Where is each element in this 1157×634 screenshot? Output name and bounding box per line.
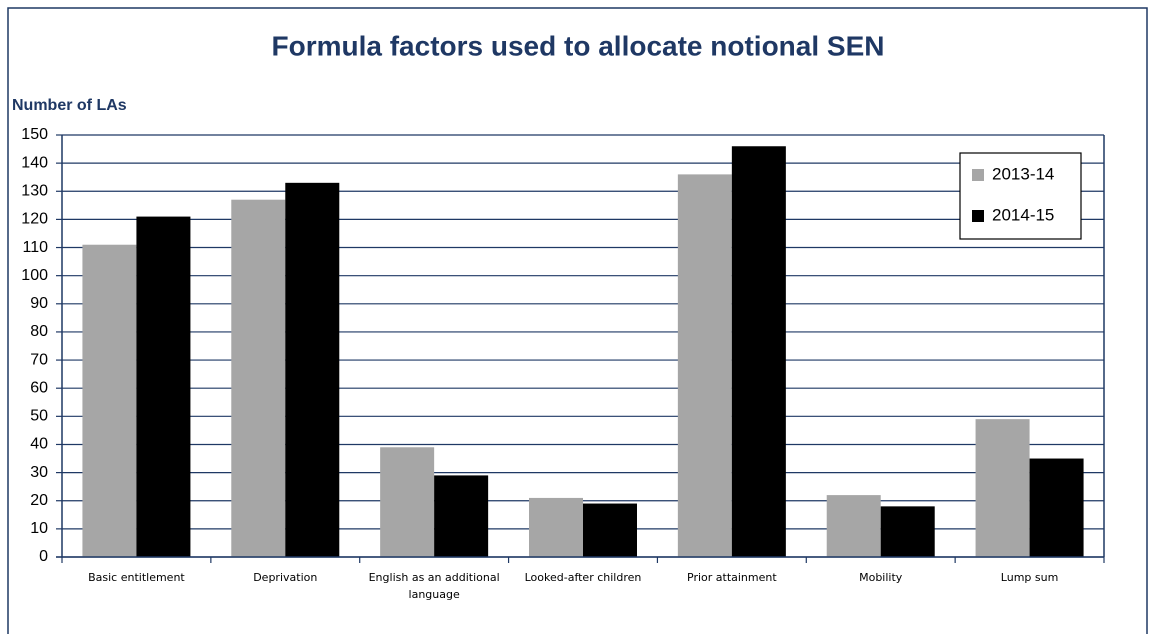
y-tick-label: 150	[21, 126, 48, 143]
bar	[1029, 458, 1084, 557]
bar	[231, 199, 286, 557]
x-tick-label: Lump sum	[1000, 571, 1059, 584]
y-tick-label: 100	[21, 267, 48, 284]
legend-swatch	[972, 210, 984, 222]
bar	[826, 495, 881, 557]
y-tick-label: 20	[30, 492, 48, 509]
bar	[434, 475, 489, 557]
y-tick-label: 60	[30, 379, 48, 396]
y-tick-label: 10	[30, 520, 48, 537]
bar	[529, 497, 583, 557]
x-tick-label: Basic entitlement	[88, 571, 185, 584]
x-tick-label-box: Prior attainment	[687, 571, 777, 584]
y-tick-label: 80	[30, 323, 48, 340]
bar	[731, 146, 786, 557]
y-tick-label: 40	[30, 436, 48, 453]
y-axis-label: Number of LAs	[12, 97, 127, 114]
x-tick-label: Deprivation	[253, 571, 318, 584]
bar	[380, 447, 435, 557]
bar	[285, 182, 340, 557]
y-tick-label: 0	[39, 548, 48, 565]
bar	[677, 174, 732, 558]
chart-title: Formula factors used to allocate notiona…	[272, 30, 885, 61]
legend-label: 2014-15	[992, 205, 1054, 224]
legend-label: 2013-14	[992, 164, 1054, 183]
x-tick-label-box: Basic entitlement	[88, 571, 185, 584]
x-tick-label: Looked-after children	[524, 571, 642, 584]
y-tick-label: 90	[30, 295, 48, 312]
x-tick-label: Prior attainment	[687, 571, 777, 584]
y-tick-label: 120	[21, 211, 48, 228]
y-tick-label: 130	[21, 182, 48, 199]
bar	[583, 503, 637, 557]
x-tick-label-box: Deprivation	[253, 571, 318, 584]
bar	[975, 419, 1030, 557]
x-tick-label-box: Looked-after children	[524, 571, 642, 584]
y-tick-label: 50	[30, 408, 48, 425]
bar	[880, 506, 935, 557]
y-tick-label: 140	[21, 154, 48, 171]
x-tick-label: English as an additional language	[368, 571, 500, 601]
legend-box	[959, 152, 1082, 240]
x-tick-label-box: Mobility	[859, 571, 903, 584]
x-tick-label-box: English as an additional language	[368, 571, 500, 601]
y-tick-label: 70	[30, 351, 48, 368]
legend-swatch	[972, 169, 984, 181]
y-tick-label: 110	[22, 239, 48, 256]
y-tick-label: 30	[30, 464, 48, 481]
x-tick-label: Mobility	[859, 571, 903, 584]
x-tick-label-box: Lump sum	[1000, 571, 1059, 584]
bar	[136, 216, 191, 557]
bar	[82, 244, 137, 557]
